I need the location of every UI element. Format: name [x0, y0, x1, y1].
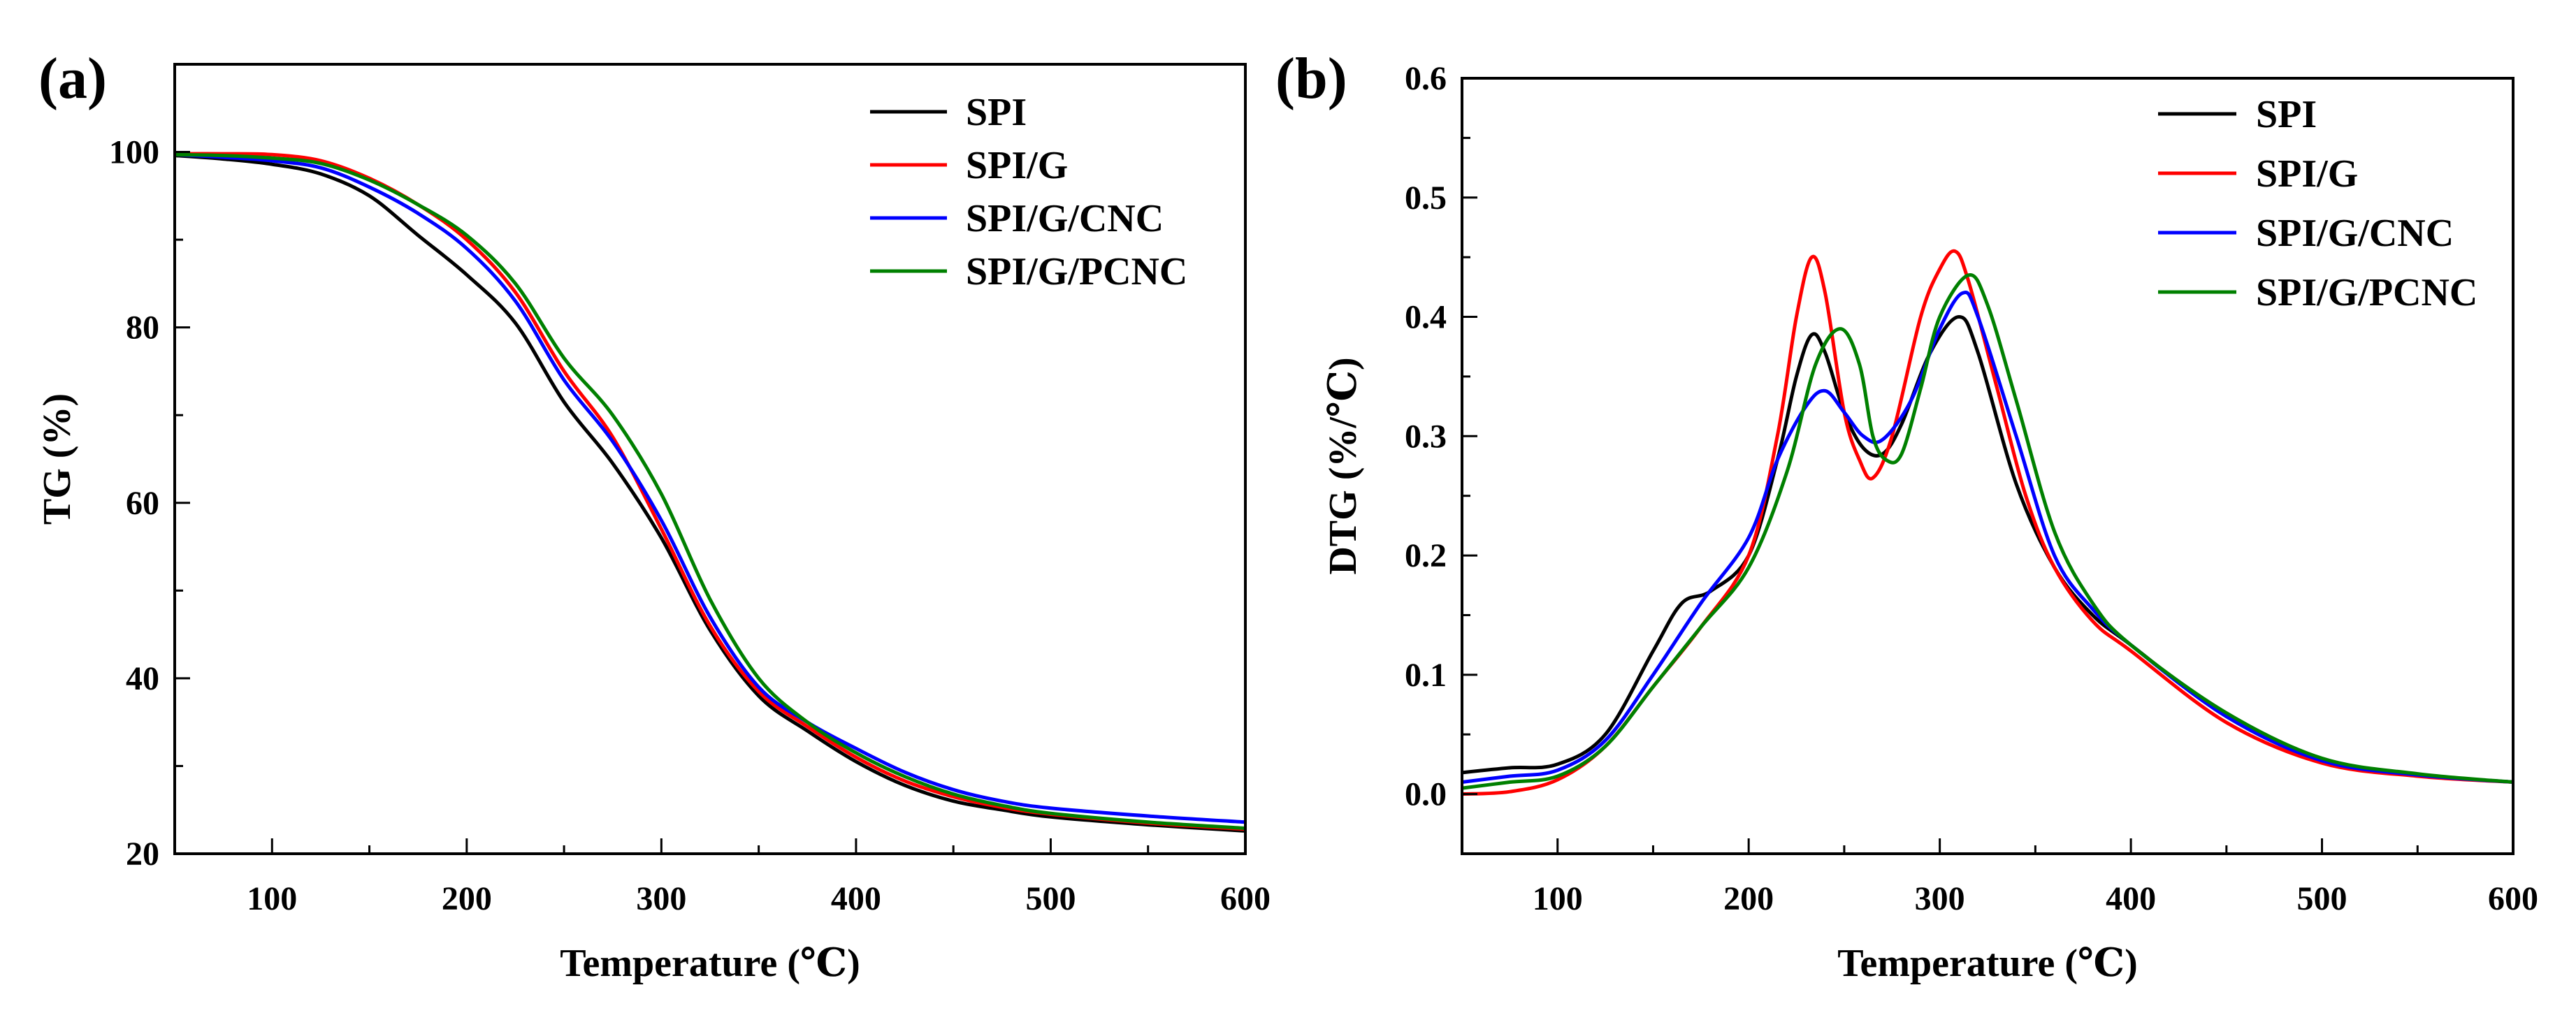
x-tick-label: 300 [636, 880, 686, 917]
series-group [175, 152, 1245, 833]
legend: SPI SPI/G SPI/G/CNC SPI/G/PCNC [2158, 93, 2477, 314]
plot-frame [1461, 77, 2515, 855]
y-tick-label: 40 [126, 660, 159, 697]
y-tick-label: 0.0 [1405, 776, 1447, 813]
x-tick-label: 600 [1220, 880, 1271, 917]
y-tick-label: 0.4 [1405, 299, 1447, 336]
x-tick-label: 100 [1533, 880, 1583, 917]
panel-label: (a) [38, 46, 107, 111]
y-tick-label: 0.6 [1405, 60, 1447, 97]
series-line-spi [175, 154, 1245, 833]
x-tick-label: 200 [1723, 880, 1774, 917]
panel-label: (b) [1275, 46, 1347, 111]
legend-label: SPI/G/PCNC [966, 250, 1187, 293]
panel-a-tg-chart: 100 200 300 400 500 600 20 40 60 80 100 Temperature… [36, 46, 1271, 985]
y-tick-label: 60 [126, 485, 159, 522]
x-axis-title: Temperature (℃) [1837, 942, 2137, 985]
y-axis-title: TG (%) [36, 393, 79, 525]
x-tick-label: 100 [247, 880, 297, 917]
series-group [1462, 249, 2513, 796]
x-tick-label: 400 [2106, 880, 2156, 917]
x-axis-title: Temperature (℃) [560, 942, 860, 985]
y-tick-label: 0.2 [1405, 537, 1447, 574]
y-tick-label: 80 [126, 309, 159, 347]
x-tick-label: 200 [442, 880, 492, 917]
legend: SPI SPI/G SPI/G/CNC SPI/G/PCNC [870, 91, 1187, 293]
y-tick-label: 0.1 [1405, 657, 1447, 694]
x-tick-label: 500 [1025, 880, 1076, 917]
x-tick-label: 300 [1915, 880, 1965, 917]
series-line-spi-g-pcnc [175, 152, 1245, 831]
series-line-spi-g-cnc [175, 152, 1245, 824]
x-tick-label: 600 [2488, 880, 2538, 917]
plot-frame [173, 63, 1247, 855]
legend-label: SPI [966, 91, 1027, 134]
legend-label: SPI/G [2256, 152, 2358, 196]
series-line-spi-g [175, 152, 1245, 831]
series-line-spi-g-pcnc [1462, 273, 2513, 790]
legend-label: SPI/G/CNC [966, 197, 1164, 240]
y-tick-label: 0.3 [1405, 418, 1447, 455]
y-tick-label: 20 [126, 836, 159, 873]
x-tick-label: 500 [2297, 880, 2347, 917]
legend-label: SPI [2256, 93, 2317, 136]
legend-label: SPI/G [966, 144, 1068, 187]
y-tick-label: 0.5 [1405, 180, 1447, 217]
series-line-spi-g-cnc [1462, 291, 2513, 784]
x-tick-label: 400 [831, 880, 881, 917]
y-tick-label: 100 [109, 134, 159, 171]
series-line-spi [1462, 315, 2513, 784]
legend-label: SPI/G/PCNC [2256, 271, 2477, 314]
legend-label: SPI/G/CNC [2256, 212, 2454, 255]
y-axis-title: DTG (%/℃) [1322, 357, 1365, 574]
panel-b-dtg-chart: 100 200 300 400 500 600 0.0 0.1 0.2 0.3 0.4 0.5 0.6 T… [1275, 46, 2538, 985]
